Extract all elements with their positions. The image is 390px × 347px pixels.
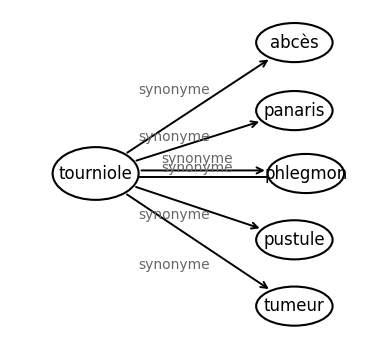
Text: synonyme: synonyme	[138, 208, 210, 222]
Text: synonyme: synonyme	[138, 83, 210, 97]
Text: abcès: abcès	[270, 34, 319, 52]
Ellipse shape	[268, 154, 344, 193]
Text: synonyme: synonyme	[161, 152, 233, 166]
Text: synonyme: synonyme	[138, 258, 210, 272]
Text: synonyme: synonyme	[138, 130, 210, 144]
Ellipse shape	[256, 220, 333, 259]
Text: tourniole: tourniole	[58, 164, 133, 183]
Ellipse shape	[256, 287, 333, 326]
Text: panaris: panaris	[264, 102, 325, 120]
Text: synonyme: synonyme	[161, 161, 233, 175]
Text: phlegmon: phlegmon	[264, 164, 347, 183]
Ellipse shape	[256, 23, 333, 62]
Text: pustule: pustule	[264, 231, 325, 249]
Ellipse shape	[53, 147, 138, 200]
Ellipse shape	[256, 91, 333, 130]
Text: tumeur: tumeur	[264, 297, 325, 315]
